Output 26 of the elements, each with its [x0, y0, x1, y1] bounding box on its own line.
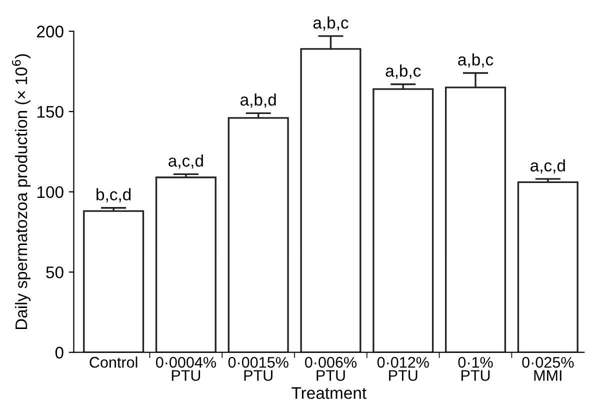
bar	[372, 88, 434, 352]
x-tick-label: 0·006% PTU	[305, 356, 357, 381]
bar	[155, 176, 216, 352]
annotation: a,c,d	[530, 159, 565, 174]
bar	[228, 117, 289, 352]
x-tick-label: 0·0015% PTU	[228, 356, 288, 381]
annotation: a,b,d	[240, 93, 276, 108]
text: a,b,c	[313, 16, 348, 31]
annotation: a,c,d	[168, 154, 203, 169]
x-tick-label: 0·0004% PTU	[156, 356, 216, 381]
x-tick-label: Control	[90, 356, 138, 368]
y-tick-label: 100	[37, 186, 64, 198]
y-tick-label: 200	[37, 26, 64, 38]
y-tick-label: 150	[37, 106, 64, 118]
x-tick-label: 0·025% MMI	[522, 356, 574, 381]
y-tick-label: 50	[46, 266, 64, 278]
bar	[517, 181, 578, 352]
y-tick-label: 0	[55, 346, 64, 359]
annotation: b,c,d	[96, 188, 131, 202]
y-axis-title: Daily spermatozoa production (× 10$^{6}$)	[12, 54, 30, 330]
annotation: a,b,c	[386, 64, 421, 79]
bar	[83, 210, 144, 352]
annotation: a,b,c	[458, 53, 494, 68]
x-tick-label: 0·012% PTU	[377, 356, 429, 381]
x-tick-label: 0·1% PTU	[458, 356, 493, 381]
x-axis-title: Treatment	[292, 387, 366, 399]
